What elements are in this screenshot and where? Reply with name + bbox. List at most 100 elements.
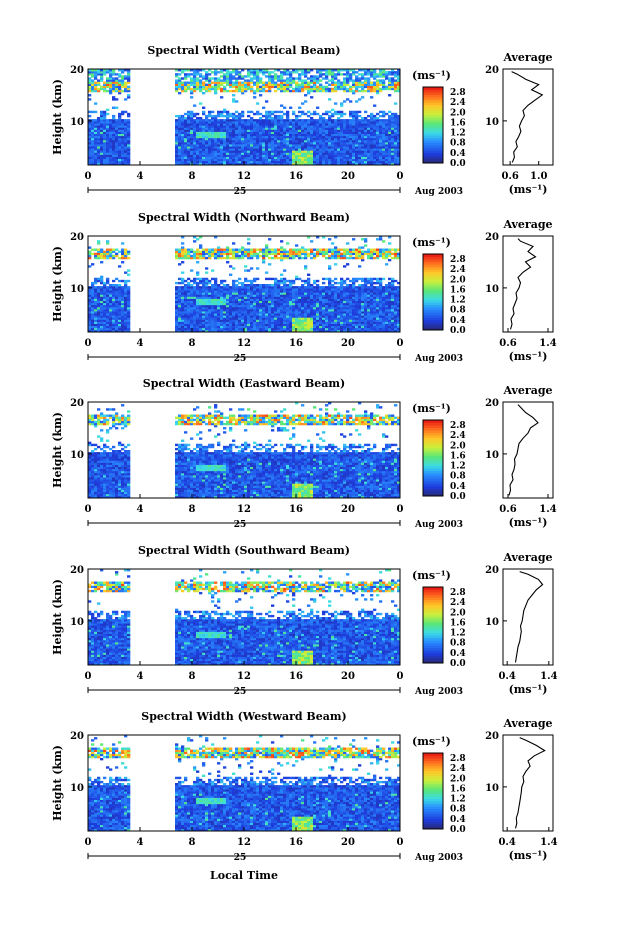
average-profile-line bbox=[511, 71, 544, 163]
y-axis-label: Height (km) bbox=[51, 745, 64, 821]
panel-4: Spectral Width (Southward Beam) Height (k… bbox=[51, 544, 558, 697]
panel-5: Spectral Width (Westward Beam) Height (km… bbox=[51, 710, 558, 863]
colorbar-tick-label: 0.4 bbox=[450, 649, 466, 659]
x-tick-label: 20 bbox=[341, 171, 355, 182]
colorbar-tick-label: 1.2 bbox=[450, 129, 466, 139]
y-tick-label: 10 bbox=[70, 783, 84, 794]
average-x-label: (ms⁻¹) bbox=[509, 350, 548, 363]
panel-title: Spectral Width (Northward Beam) bbox=[138, 211, 350, 224]
x-tick-label: 20 bbox=[341, 671, 355, 682]
average-profile-line bbox=[514, 571, 544, 663]
x-tick-label: 12 bbox=[237, 171, 251, 182]
colorbar-tick-label: 0.4 bbox=[450, 316, 466, 326]
average-x-tick-label: 1.4 bbox=[540, 837, 557, 848]
average-y-tick-label: 20 bbox=[485, 65, 499, 76]
colorbar-frame bbox=[422, 419, 444, 497]
panel-title: Spectral Width (Southward Beam) bbox=[138, 544, 350, 557]
x-tick-label: 0 bbox=[85, 837, 92, 848]
x-tick-label: 20 bbox=[341, 504, 355, 515]
colorbar-frame bbox=[422, 752, 444, 830]
x-tick-label: 20 bbox=[341, 338, 355, 349]
x-tick-label: 16 bbox=[289, 504, 303, 515]
colorbar-label: (ms⁻¹) bbox=[412, 236, 451, 249]
date-label: Aug 2003 bbox=[414, 520, 463, 530]
average-title: Average bbox=[502, 218, 552, 231]
average-profile-line bbox=[509, 238, 537, 330]
panel-title: Spectral Width (Eastward Beam) bbox=[143, 377, 345, 390]
colorbar-tick-label: 0.8 bbox=[450, 472, 466, 482]
average-frame bbox=[502, 401, 554, 499]
x-tick-label: 0 bbox=[397, 338, 404, 349]
y-tick-label: 10 bbox=[70, 617, 84, 628]
x-axis-label: Local Time bbox=[210, 869, 278, 882]
average-frame bbox=[502, 68, 554, 166]
colorbar-tick-label: 0.4 bbox=[450, 149, 466, 159]
heatmap-cells bbox=[88, 236, 401, 333]
colorbar-tick-label: 0.8 bbox=[450, 639, 466, 649]
colorbar-tick-label: 0.4 bbox=[450, 482, 466, 492]
colorbar: (ms⁻¹) 0.00.40.81.21.62.02.42.8 bbox=[412, 402, 466, 502]
y-tick-label: 20 bbox=[70, 731, 84, 742]
colorbar-tick-label: 0.0 bbox=[450, 825, 466, 835]
panel-2: Spectral Width (Northward Beam) Height (k… bbox=[51, 211, 557, 364]
colorbar: (ms⁻¹) 0.00.40.81.21.62.02.42.8 bbox=[412, 569, 466, 669]
y-tick-label: 20 bbox=[70, 398, 84, 409]
colorbar-label: (ms⁻¹) bbox=[412, 735, 451, 748]
x-tick-label: 0 bbox=[85, 338, 92, 349]
average-title: Average bbox=[502, 384, 552, 397]
y-tick-label: 10 bbox=[70, 284, 84, 295]
average-profile: Average 10 20 0.6 1.4(ms⁻¹) bbox=[485, 218, 557, 363]
average-x-label: (ms⁻¹) bbox=[509, 516, 548, 529]
x-tick-label: 12 bbox=[237, 338, 251, 349]
day-label: 25 bbox=[234, 187, 247, 197]
average-y-tick-label: 10 bbox=[485, 783, 499, 794]
x-tick-label: 0 bbox=[85, 504, 92, 515]
colorbar-tick-label: 0.4 bbox=[450, 815, 466, 825]
x-tick-label: 0 bbox=[397, 171, 404, 182]
y-tick-label: 20 bbox=[70, 565, 84, 576]
x-tick-label: 16 bbox=[289, 171, 303, 182]
x-tick-label: 8 bbox=[189, 671, 196, 682]
x-tick-label: 8 bbox=[189, 504, 196, 515]
average-y-tick-label: 20 bbox=[485, 398, 499, 409]
colorbar-tick-label: 2.0 bbox=[450, 608, 466, 618]
x-tick-label: 4 bbox=[137, 171, 144, 182]
x-tick-label: 0 bbox=[85, 671, 92, 682]
colorbar-tick-label: 2.4 bbox=[450, 98, 466, 108]
average-x-tick-label: 0.6 bbox=[499, 504, 516, 515]
colorbar-tick-label: 2.4 bbox=[450, 598, 466, 608]
colorbar-tick-label: 1.2 bbox=[450, 629, 466, 639]
colorbar-tick-label: 0.8 bbox=[450, 306, 466, 316]
colorbar: (ms⁻¹) 0.00.40.81.21.62.02.42.8 bbox=[412, 69, 466, 169]
colorbar-label: (ms⁻¹) bbox=[412, 402, 451, 415]
colorbar-tick-label: 2.8 bbox=[450, 754, 466, 764]
average-y-tick-label: 20 bbox=[485, 232, 499, 243]
colorbar-tick-label: 0.8 bbox=[450, 805, 466, 815]
average-y-tick-label: 20 bbox=[485, 565, 499, 576]
x-tick-label: 20 bbox=[341, 837, 355, 848]
panel-title: Spectral Width (Vertical Beam) bbox=[147, 44, 340, 57]
average-x-tick-label: 1.4 bbox=[539, 338, 556, 349]
y-axis-label: Height (km) bbox=[51, 579, 64, 655]
average-frame bbox=[502, 235, 554, 333]
colorbar-tick-label: 2.4 bbox=[450, 764, 466, 774]
average-x-tick-label: 0.6 bbox=[499, 338, 516, 349]
average-y-tick-label: 20 bbox=[485, 731, 499, 742]
colorbar-tick-label: 1.6 bbox=[450, 784, 466, 794]
colorbar-tick-label: 1.6 bbox=[450, 285, 466, 295]
colorbar-frame bbox=[422, 86, 444, 164]
day-label: 25 bbox=[234, 853, 247, 863]
colorbar-frame bbox=[422, 253, 444, 331]
date-label: Aug 2003 bbox=[414, 354, 463, 364]
x-tick-label: 8 bbox=[189, 837, 196, 848]
panel-title: Spectral Width (Westward Beam) bbox=[141, 710, 346, 723]
average-x-label: (ms⁻¹) bbox=[509, 683, 548, 696]
average-title: Average bbox=[502, 717, 552, 730]
colorbar: (ms⁻¹) 0.00.40.81.21.62.02.42.8 bbox=[412, 236, 466, 336]
x-tick-label: 16 bbox=[289, 837, 303, 848]
date-label: Aug 2003 bbox=[414, 187, 463, 197]
x-tick-label: 0 bbox=[397, 837, 404, 848]
colorbar-tick-label: 2.0 bbox=[450, 774, 466, 784]
colorbar-label: (ms⁻¹) bbox=[412, 569, 451, 582]
